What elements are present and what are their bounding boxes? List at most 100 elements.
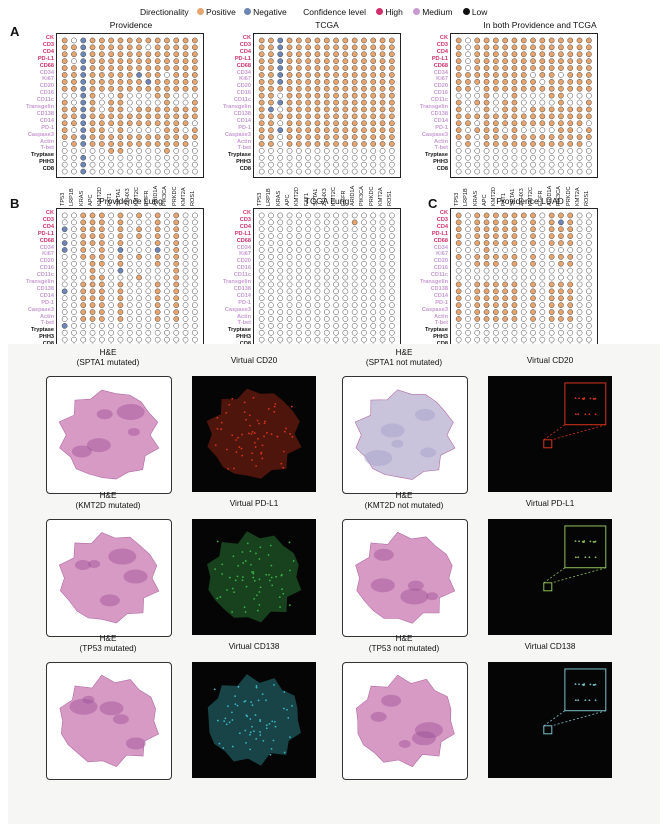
dot-CD20-SPTA1 (117, 260, 124, 267)
gene-label: ARID1A (350, 185, 356, 206)
marker-label: PD-1 (435, 299, 448, 306)
dot-CD68-PRKDC (567, 240, 574, 246)
gene-label: TP53 (257, 192, 263, 206)
dot-CK-ZFHX3 (520, 37, 527, 44)
marker-label: Caspase3 (224, 131, 251, 138)
dot-CK-KRAS (80, 212, 87, 219)
dot-PD-L1-APC (286, 233, 293, 239)
dot-CD20-KMT2C (136, 85, 142, 92)
dot-CD68-APC (286, 240, 293, 246)
dot-CD4-EGFR (145, 226, 152, 233)
he-slide-image (342, 519, 468, 637)
dot-CD68-KMT2D (296, 65, 302, 71)
dot-PD-L1-LRP1B (465, 233, 471, 239)
dot-T-bet-ZFHX3 (323, 323, 330, 329)
dot-CD138-KMT2A (182, 288, 189, 295)
dot-CD138-FAT1 (108, 288, 114, 295)
dot-PHH3-ROS1 (389, 336, 395, 343)
marker-label: CD3 (42, 216, 54, 223)
dot-PD-1-KMT2A (379, 302, 386, 308)
image-svg (206, 388, 302, 479)
dot-CD34-FAT1 (108, 72, 114, 78)
dot-CD11c-KRAS (474, 274, 481, 281)
dot-Caspase3-KMT2A (182, 134, 189, 140)
dot-CD8-KRAS (474, 168, 481, 175)
dot-CD14-APC (286, 120, 293, 127)
dot-Actin-KMT2D (99, 141, 105, 147)
gene-label: APC (87, 194, 94, 206)
signal-speck (268, 722, 271, 725)
signal-speck (245, 418, 247, 421)
dot-CD68-TP53 (258, 240, 265, 246)
dot-CD11c-FAT1 (305, 99, 311, 106)
dot-CD20-KMT2A (576, 260, 583, 267)
dot-CK-PRKDC (173, 37, 180, 44)
dot-Caspase3-FAT1 (502, 134, 508, 140)
dot-CD68-ARID1A (351, 65, 358, 71)
dot-Ki67-KRAS (80, 254, 87, 260)
dot-CD34-APC (286, 247, 293, 253)
signal-speck (288, 604, 291, 607)
tissue-region (370, 711, 387, 722)
dot-Actin-APC (483, 316, 490, 322)
dot-Tryptase-APC (89, 329, 96, 336)
signal-speck (249, 424, 251, 427)
dot-CD20-ARID1A (351, 85, 358, 92)
dot-CK-FAT1 (108, 212, 114, 219)
dot-PHH3-FAT1 (108, 161, 114, 168)
dot-CD11c-KMT2D (493, 99, 499, 106)
dot-Actin-APC (89, 141, 96, 147)
signal-speck (594, 699, 597, 702)
dot-CD16-EGFR (145, 267, 152, 274)
signal-speck (281, 588, 283, 591)
dot-Ki67-ARID1A (154, 254, 161, 260)
signal-speck (225, 723, 228, 726)
signal-speck (268, 574, 270, 576)
dot-Transgelin-ROS1 (586, 106, 592, 113)
dot-CD4-ROS1 (192, 51, 198, 58)
dot-CD34-KMT2A (576, 72, 583, 78)
dot-CD34-KMT2C (530, 72, 536, 78)
dot-Ki67-ZFHX3 (520, 79, 527, 85)
dot-CD68-ZFHX3 (520, 65, 527, 71)
dot-Actin-PIK3CA (558, 316, 564, 322)
image-title: H&E (TP53 not mutated) (368, 634, 440, 654)
dot-Ki67-EGFR (539, 79, 546, 85)
dot-CD11c-APC (89, 99, 96, 106)
dot-PD-1-APC (286, 127, 293, 133)
dot-CD138-KMT2C (530, 288, 536, 295)
marker-label: CD11c (233, 272, 251, 279)
panel-letter-c: C (428, 196, 438, 211)
dot-PD-L1-ROS1 (389, 233, 395, 239)
dot-Actin-ZFHX3 (520, 141, 527, 147)
dot-PHH3-APC (483, 161, 490, 168)
image-svg (207, 674, 301, 766)
dot-CD20-TP53 (61, 260, 68, 267)
dot-Caspase3-TP53 (258, 309, 265, 315)
dot-PD-1-SPTA1 (314, 127, 321, 133)
dot-T-bet-EGFR (539, 148, 546, 154)
dot-CD3-KRAS (80, 219, 87, 226)
dot-CD138-KMT2A (379, 288, 386, 295)
marker-label: CK (242, 35, 251, 41)
dot-CD138-PIK3CA (164, 113, 170, 120)
dot-CD20-SPTA1 (117, 85, 124, 92)
signal-speck (269, 544, 272, 547)
dot-CK-PRKDC (567, 37, 574, 44)
gene-label: FAT1 (106, 193, 113, 206)
dot-CD14-TP53 (61, 120, 68, 127)
image-title: Virtual CD20 (230, 356, 278, 365)
dot-CK-EGFR (145, 212, 152, 219)
dot-CD20-ZFHX3 (126, 85, 133, 92)
dot-CD4-ARID1A (154, 51, 161, 58)
image-svg (207, 531, 302, 623)
dot-CD8-EGFR (539, 168, 546, 175)
dot-PHH3-ARID1A (548, 161, 555, 168)
dot-CD34-TP53 (258, 247, 265, 253)
signal-speck (282, 592, 285, 595)
dot-T-bet-ZFHX3 (323, 148, 330, 154)
dot-CD138-PRKDC (567, 288, 574, 295)
dot-CD4-APC (89, 51, 96, 58)
dot-CD138-EGFR (539, 113, 546, 120)
dot-CD3-ZFHX3 (126, 44, 133, 51)
